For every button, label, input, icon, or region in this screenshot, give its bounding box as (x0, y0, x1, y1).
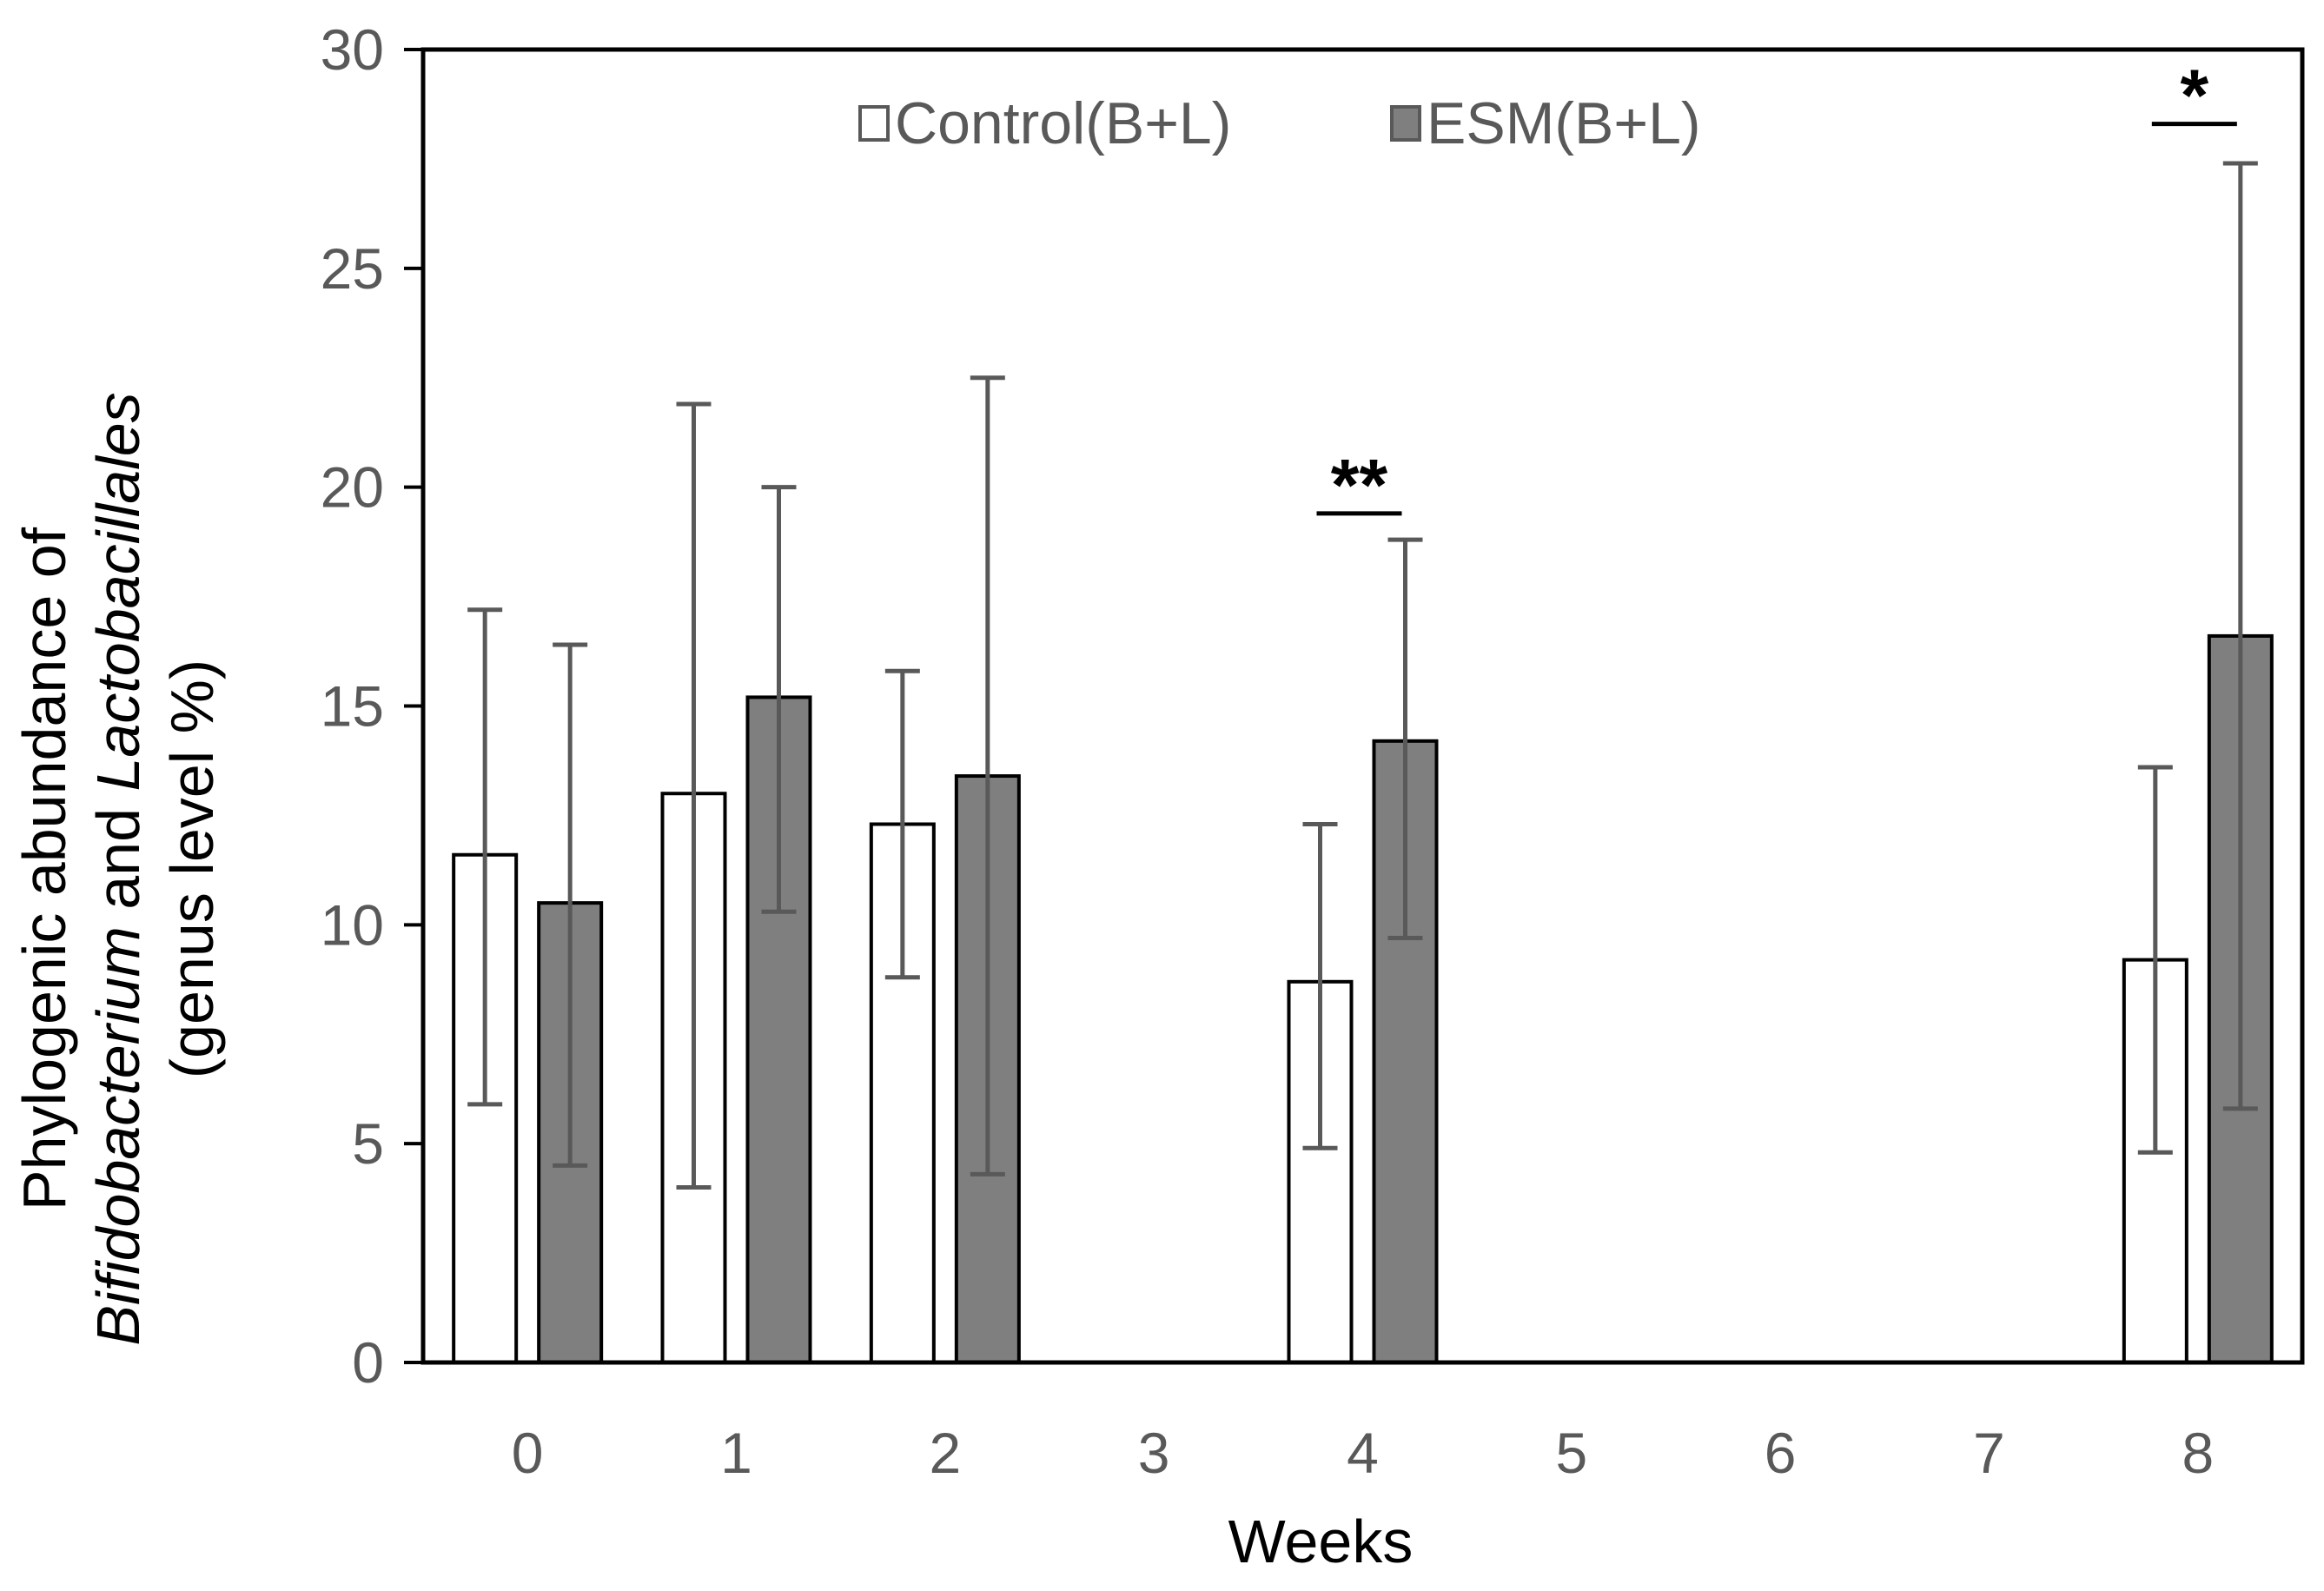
y-axis-title-line1: Phylogenic abundance of (10, 527, 78, 1210)
error-bars-layer (467, 161, 2258, 1190)
y-tick-label: 0 (352, 1330, 384, 1395)
x-axis-ticks: 0 1 2 3 4 5 6 7 8 (512, 1421, 2214, 1485)
significance-layer: *** (1316, 55, 2237, 526)
y-tick-label: 25 (321, 236, 384, 301)
x-tick-label: 2 (929, 1421, 961, 1485)
y-axis-ticks: 0 5 10 15 20 25 30 (321, 17, 423, 1395)
legend-label-esm: ESM(B+L) (1427, 90, 1701, 156)
legend-swatch-control (858, 105, 890, 142)
plot-frame (420, 47, 2305, 1365)
x-tick-label: 5 (1555, 1421, 1587, 1485)
significance-label: ** (1331, 444, 1388, 526)
y-tick-label: 10 (321, 892, 384, 957)
x-tick-label: 1 (720, 1421, 752, 1485)
bar-esm-week-1 (745, 695, 812, 1364)
x-tick-label: 3 (1138, 1421, 1170, 1485)
legend: Control(B+L) ESM(B+L) (858, 90, 1701, 156)
legend-swatch-esm (1390, 105, 1421, 142)
y-tick-label: 30 (321, 17, 384, 82)
x-tick-label: 6 (1765, 1421, 1797, 1485)
x-tick-label: 4 (1347, 1421, 1379, 1485)
x-tick-label: 7 (1973, 1421, 2005, 1485)
y-axis-title-connector: and (84, 792, 152, 927)
y-axis-title-genus-b: Lactobacillales (84, 392, 152, 791)
significance-label: * (2180, 55, 2208, 136)
y-tick-label: 20 (321, 455, 384, 520)
x-tick-label: 8 (2182, 1421, 2214, 1485)
bars-layer (452, 633, 2274, 1365)
x-axis-title: Weeks (1228, 1508, 1414, 1575)
y-axis-title-genus-a: Bifidobacterium (84, 926, 152, 1345)
x-tick-label: 0 (512, 1421, 544, 1485)
y-axis-title: Phylogenic abundance of Bifidobacterium … (10, 392, 226, 1345)
legend-label-control: Control(B+L) (895, 90, 1231, 156)
y-axis-title-line3: (genus level %) (158, 660, 226, 1078)
y-axis-title-line2: Bifidobacterium and Lactobacillales (84, 392, 152, 1345)
y-tick-label: 15 (321, 674, 384, 739)
y-tick-label: 5 (352, 1111, 384, 1176)
